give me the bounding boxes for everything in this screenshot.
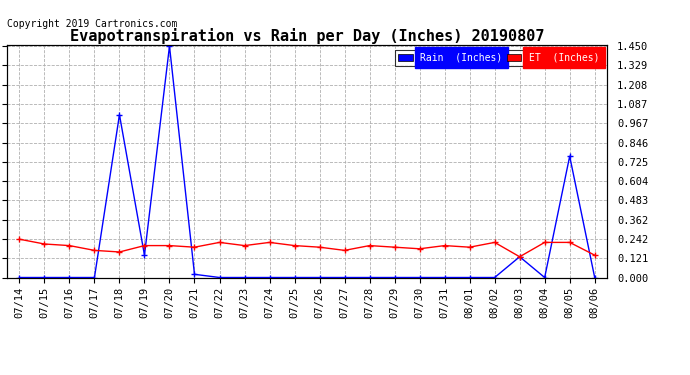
Text: Copyright 2019 Cartronics.com: Copyright 2019 Cartronics.com xyxy=(7,19,177,29)
Title: Evapotranspiration vs Rain per Day (Inches) 20190807: Evapotranspiration vs Rain per Day (Inch… xyxy=(70,28,544,44)
Legend: Rain  (Inches), ET  (Inches): Rain (Inches), ET (Inches) xyxy=(395,50,602,66)
